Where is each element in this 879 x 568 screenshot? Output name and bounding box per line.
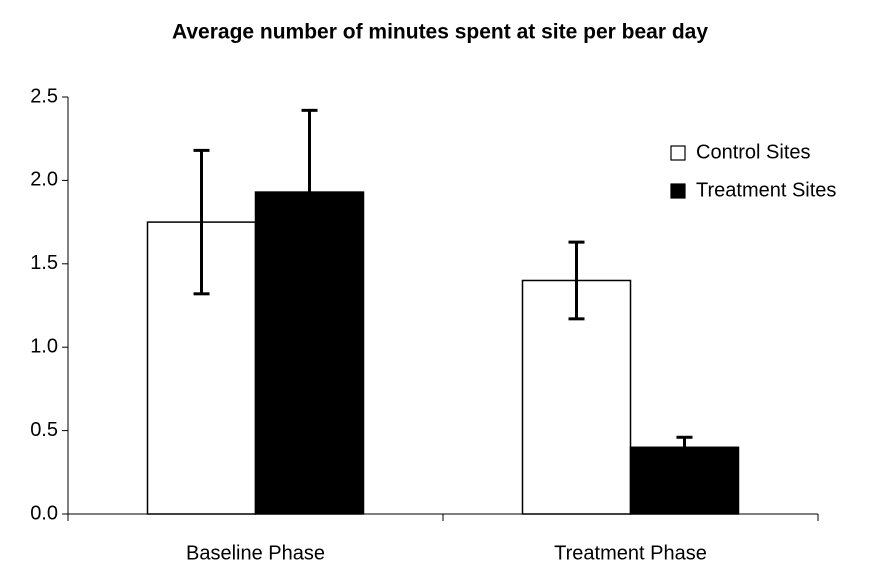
x-tick-label: Treatment Phase	[554, 542, 707, 564]
legend-label: Control Sites	[696, 141, 811, 163]
error-bar	[568, 240, 585, 321]
y-tick-label: 1.5	[30, 252, 58, 274]
legend-swatch	[670, 145, 686, 161]
y-tick-label: 0.0	[30, 502, 58, 524]
error-bar	[676, 435, 693, 459]
y-tick-label: 0.5	[30, 419, 58, 441]
legend-label: Treatment Sites	[696, 179, 836, 201]
x-tick-label: Baseline Phase	[186, 542, 325, 564]
bar	[629, 446, 740, 515]
error-bar	[193, 148, 210, 296]
error-bar	[301, 108, 318, 276]
chart-title: Average number of minutes spent at site …	[172, 21, 708, 44]
y-tick-label: 1.0	[30, 335, 58, 357]
y-tick-label: 2.5	[30, 85, 58, 107]
legend-swatch	[670, 183, 686, 199]
y-tick-label: 2.0	[30, 169, 58, 191]
